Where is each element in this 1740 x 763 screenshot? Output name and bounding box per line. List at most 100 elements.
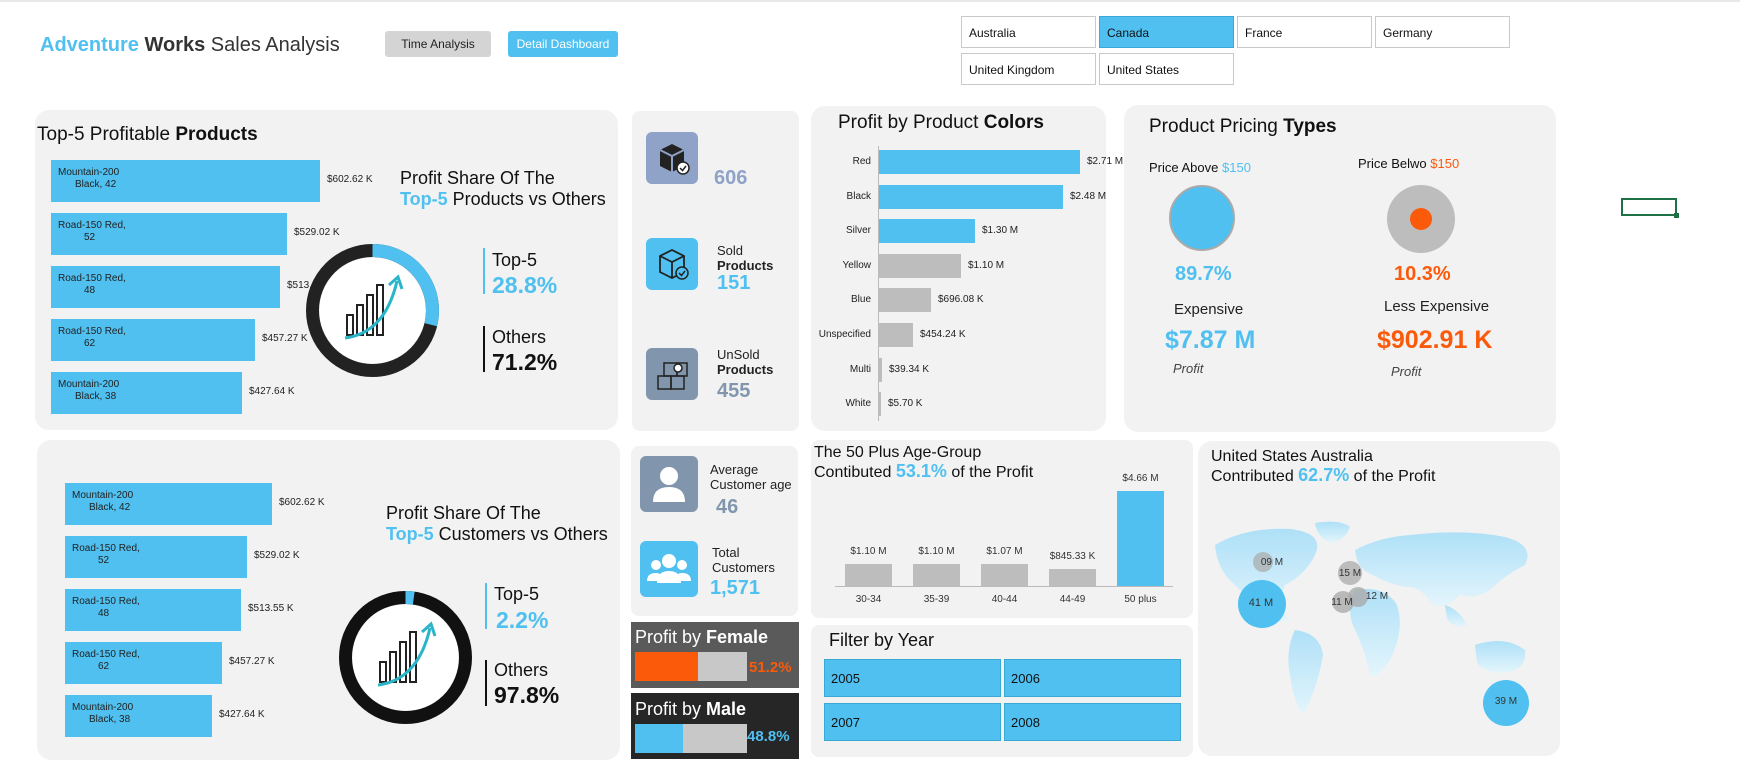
price-below-label: Price Belwo $150 bbox=[1358, 156, 1460, 171]
bar-label-line1: Mountain-200 bbox=[72, 702, 134, 713]
country-canada[interactable]: Canada bbox=[1099, 16, 1234, 48]
sold-products-value: 151 bbox=[717, 272, 751, 294]
country-australia[interactable]: Australia bbox=[961, 16, 1096, 48]
less-expensive-pct: 10.3% bbox=[1394, 263, 1451, 285]
color-bar-value: $2.71 M bbox=[1087, 156, 1124, 167]
age-category-label: 44-49 bbox=[1059, 594, 1086, 605]
age-bar bbox=[1117, 491, 1164, 586]
fill-handle[interactable] bbox=[1674, 213, 1679, 218]
age-category-label: 30-34 bbox=[855, 594, 882, 605]
users-group-icon bbox=[640, 541, 698, 597]
bar-value: $513.55 K bbox=[248, 603, 294, 614]
user-icon bbox=[640, 456, 698, 512]
bar-label-line2: Black, 42 bbox=[89, 502, 131, 513]
bar bbox=[51, 213, 287, 255]
country-united-kingdom[interactable]: United Kingdom bbox=[961, 53, 1096, 85]
time-analysis-button[interactable]: Time Analysis bbox=[385, 31, 491, 57]
average-age-label: Average Customer age bbox=[710, 462, 792, 492]
year-2008-button[interactable]: 2008 bbox=[1004, 703, 1181, 741]
expensive-profit: $7.87 M bbox=[1165, 326, 1256, 354]
bar bbox=[65, 483, 272, 525]
age-bar-value: $1.10 M bbox=[850, 546, 887, 557]
unsold-products-value: 455 bbox=[717, 380, 751, 402]
color-bar-value: $5.70 K bbox=[888, 398, 923, 410]
bar-label: Mountain-200 Black, 42 bbox=[72, 490, 133, 514]
male-profit-fill bbox=[635, 724, 683, 753]
customers-top5-pct: 2.2% bbox=[496, 607, 549, 633]
products-others-marker bbox=[483, 326, 485, 372]
age-bar bbox=[845, 564, 892, 586]
color-bar bbox=[879, 288, 931, 313]
year-2006-button[interactable]: 2006 bbox=[1004, 659, 1181, 697]
color-bar-value: $2.48 M bbox=[1070, 190, 1107, 202]
age-bar bbox=[1049, 569, 1096, 586]
less-expensive-profit: $902.91 K bbox=[1377, 326, 1493, 354]
country-france[interactable]: France bbox=[1237, 16, 1372, 48]
country-germany[interactable]: Germany bbox=[1375, 16, 1510, 48]
detail-dashboard-button[interactable]: Detail Dashboard bbox=[508, 31, 618, 57]
year-2005-button[interactable]: 2005 bbox=[824, 659, 1001, 697]
bar-value: $427.64 K bbox=[219, 709, 265, 720]
male-profit-pct: 48.8% bbox=[747, 728, 790, 745]
bar-label-line2: 48 bbox=[98, 608, 110, 619]
age-bar bbox=[913, 564, 960, 586]
bar-label: Mountain-200 Black, 38 bbox=[58, 379, 119, 403]
map-bubble-label: 12 M bbox=[1365, 591, 1389, 602]
bar-label-line1: Road-150 Red, bbox=[72, 596, 140, 607]
age-chart-title: The 50 Plus Age-Group Contibuted 53.1% o… bbox=[814, 444, 1034, 481]
customers-others-label: Others bbox=[494, 660, 549, 680]
top-products-title: Top-5 Profitable Products bbox=[37, 124, 258, 145]
bar-label: Mountain-200 Black, 42 bbox=[58, 167, 119, 191]
total-products-value: 606 bbox=[714, 167, 748, 189]
color-category-label: Red bbox=[852, 156, 871, 167]
expensive-circle bbox=[1169, 185, 1235, 251]
sold-box-icon bbox=[646, 238, 698, 290]
age-category-label: 50 plus bbox=[1124, 594, 1157, 605]
color-bar bbox=[879, 184, 1063, 209]
bar-label-line1: Mountain-200 bbox=[58, 167, 120, 178]
products-others-label: Others bbox=[492, 327, 547, 347]
color-category-label: Unspecified bbox=[818, 329, 871, 340]
customers-others-marker bbox=[485, 660, 487, 706]
products-top5-label: Top-5 bbox=[492, 250, 538, 270]
map-bubble-label: 15 M bbox=[1338, 568, 1362, 579]
less-expensive-label: Less Expensive bbox=[1384, 298, 1490, 315]
selected-cell[interactable] bbox=[1621, 198, 1677, 216]
bar-value: $602.62 K bbox=[279, 497, 325, 508]
bar-value: $427.64 K bbox=[249, 386, 295, 397]
color-category-label: Yellow bbox=[842, 259, 871, 271]
bar bbox=[65, 589, 241, 631]
expensive-profit-caption: Profit bbox=[1173, 361, 1204, 376]
customers-top5-label: Top-5 bbox=[494, 584, 540, 604]
year-filter-title: Filter by Year bbox=[829, 630, 935, 650]
bar-label-line1: Road-150 Red, bbox=[72, 543, 140, 554]
bar-label-line1: Road-150 Red, bbox=[72, 649, 140, 660]
less-expensive-circle bbox=[1387, 185, 1455, 253]
growth-chart-icon bbox=[377, 621, 437, 687]
package-icon bbox=[646, 132, 698, 184]
total-customers-value: 1,571 bbox=[710, 577, 761, 599]
bar-value: $602.62 K bbox=[327, 174, 373, 185]
price-above-label: Price Above $150 bbox=[1149, 160, 1251, 175]
bar bbox=[51, 372, 242, 414]
bar-label-line1: Road-150 Red, bbox=[58, 326, 126, 337]
female-profit-title: Profit by Female bbox=[635, 627, 769, 647]
year-2007-button[interactable]: 2007 bbox=[824, 703, 1001, 741]
products-donut bbox=[306, 244, 439, 377]
color-bar-value: $1.30 M bbox=[982, 225, 1019, 237]
bar-label-line2: Black, 38 bbox=[75, 391, 117, 402]
country-united-states[interactable]: United States bbox=[1099, 53, 1234, 85]
products-top5-pct: 28.8% bbox=[492, 272, 558, 298]
customers-share-heading: Profit Share Of The Top-5 Customers vs O… bbox=[386, 503, 608, 544]
color-category-label: White bbox=[845, 398, 871, 410]
color-bar bbox=[879, 253, 961, 278]
customers-donut bbox=[339, 591, 472, 724]
total-customers-label: Total Customers bbox=[712, 545, 775, 575]
bar bbox=[51, 319, 255, 361]
bar-label-line2: 48 bbox=[84, 285, 96, 296]
color-category-label: Black bbox=[846, 190, 871, 202]
top-border bbox=[0, 0, 1740, 2]
bar bbox=[65, 642, 222, 684]
bar-label: Road-150 Red, 48 bbox=[72, 596, 140, 620]
color-bar bbox=[879, 150, 1080, 174]
